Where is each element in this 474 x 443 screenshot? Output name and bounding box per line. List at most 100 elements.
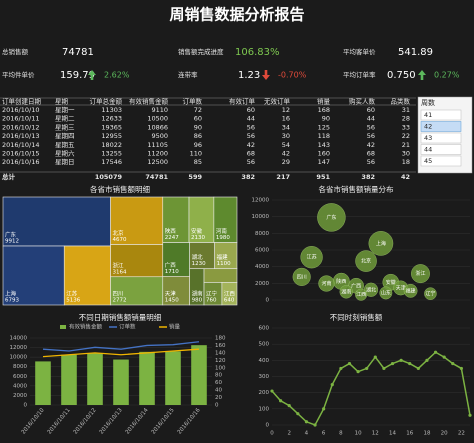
point [390,361,395,366]
y-tick-label: 0 [266,423,270,429]
y2-tick-label: 100 [215,365,226,371]
bubble [355,250,377,272]
x-tick-label: 22 [458,431,465,437]
treemap-cell [2,245,65,306]
table-header: 无效订单 [264,97,291,106]
treemap-value: 9912 [5,239,19,245]
table-total: 217 [276,173,290,181]
table-cell: 星期一 [55,106,75,114]
table-cell: 18022 [101,141,122,149]
bubble [411,264,430,284]
treemap-value: 2130 [191,235,205,241]
bubble [355,288,368,301]
slicer-item-label[interactable]: 42 [424,123,432,131]
legend-label: 订单数 [119,323,136,331]
table-cell: 12633 [101,115,122,123]
table-cell: 68 [247,150,255,158]
y-tick-label: 12000 [10,345,28,351]
y-tick-label: 6000 [255,248,269,254]
y-tick-label: 8000 [13,364,27,370]
treemap-value: 5136 [66,298,80,304]
bubble [317,203,346,232]
bubble-label: 江苏 [307,254,317,261]
x-tick-label: 20 [441,431,448,437]
bubble-label: 江西 [356,291,366,298]
point [356,370,360,374]
kpi-change: -0.70% [278,71,307,80]
table-cell: 72 [194,106,202,114]
treemap-label: 辽宁 [206,290,218,298]
kpi-change: 0.27% [434,71,460,80]
x-tick-label: 14 [389,431,396,437]
bubble-label: 四川 [297,274,307,280]
treemap-cell [162,242,190,277]
table-cell: 44 [247,115,255,123]
table-cell: 42 [282,150,290,158]
table-cell: 30 [402,150,410,158]
y-tick-label: 500 [259,342,270,348]
y-tick-label: 4000 [13,383,27,389]
slicer-item[interactable] [420,132,462,144]
table-cell: 118 [318,132,330,140]
treemap-cell [221,282,238,306]
y-tick-label: 14000 [10,336,28,342]
table-cell: 16 [282,115,290,123]
y-tick-label: 8000 [255,231,269,237]
bubble-label: 天津 [396,284,406,291]
trend-arrow [262,70,270,80]
bubble-label: 陕西 [336,278,346,285]
treemap-cell [110,276,164,306]
slicer-item[interactable] [420,109,462,121]
slicer-item-label[interactable]: 45 [424,157,432,165]
table-cell: 12955 [101,132,122,140]
point [399,358,403,362]
y2-tick-label: 120 [215,358,226,364]
slicer-item-label[interactable]: 41 [424,111,432,119]
table-cell: 147 [318,158,330,166]
table-header: 购买人数 [349,97,376,106]
table-cell: 125 [318,123,330,131]
table-total: 42 [401,173,410,181]
treemap-label: 湖北 [192,253,204,261]
treemap-cell [189,242,215,270]
y-tick-label: 400 [259,358,270,364]
treemap-cell [110,196,164,245]
treemap-label: 天津 [165,291,177,298]
table-cell: 56 [367,158,375,166]
treemap-value: 760 [206,298,217,304]
slicer-item-label[interactable]: 44 [424,146,432,154]
point [408,361,412,366]
page-title: 周销售数据分析报告 [169,6,304,24]
table-cell: 60 [247,106,255,114]
table-cell: 21 [402,141,410,149]
treemap-value: 2772 [113,298,127,304]
bubble [318,275,335,292]
table-cell: 30 [282,132,290,140]
bubble-label: 湖北 [366,286,376,293]
slicer-item[interactable] [420,155,462,167]
slicer-item[interactable] [420,144,462,155]
bar [61,354,77,405]
bubble-label: 北京 [361,258,371,265]
y-tick-label: 4000 [255,264,269,270]
slicer-item-label[interactable]: 43 [424,134,432,142]
point [339,366,343,371]
slicer-item[interactable] [420,121,462,132]
table-header: 订单数 [183,97,203,106]
table-cell: 13255 [101,150,122,158]
y-tick-label: 0 [266,298,270,304]
bubble [424,287,437,300]
y-tick-label: 2000 [255,281,269,287]
treemap-cell [2,196,111,247]
kpi-label: 平均客单价 [343,47,376,56]
table-cell: 22 [402,132,410,140]
trend-arrow [88,70,96,80]
kpi-value: 0.750 [387,70,416,81]
table-header: 销量 [317,97,331,106]
x-tick-label: 8 [339,431,343,437]
treemap-label: 广西 [165,261,177,269]
y2-tick-label: 80 [215,373,222,379]
treemap-value: 1100 [217,261,231,267]
table-total: 382 [241,173,255,181]
point [287,404,291,408]
